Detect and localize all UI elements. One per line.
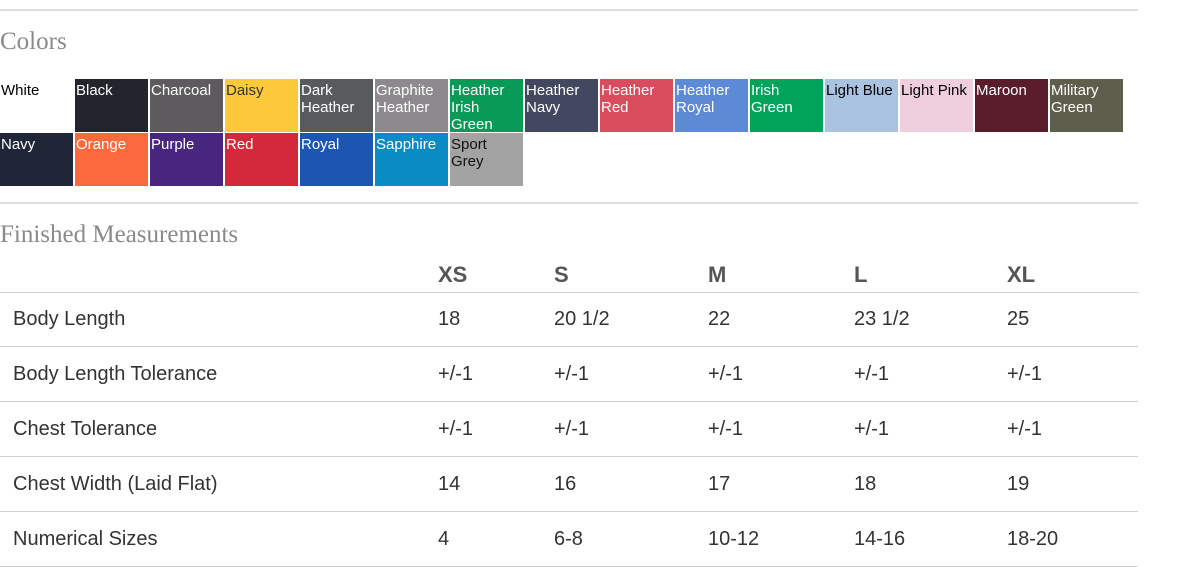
row-value-xs: 4: [438, 528, 450, 550]
color-swatch-sport-grey[interactable]: Sport Grey: [450, 133, 523, 186]
color-swatch-white[interactable]: White: [0, 79, 73, 132]
table-row: Body Length Tolerance +/-1 +/-1 +/-1 +/-1 +/-…: [0, 347, 1138, 402]
color-swatch-sapphire[interactable]: Sapphire: [375, 133, 448, 186]
color-swatch-heather-red[interactable]: Heather Red: [600, 79, 673, 132]
row-value-l: +/-1: [854, 418, 890, 440]
size-header-xs: XS: [438, 262, 468, 287]
color-swatch-heather-royal[interactable]: Heather Royal: [675, 79, 748, 132]
row-value-m: 17: [708, 473, 731, 495]
color-swatch-maroon[interactable]: Maroon: [975, 79, 1048, 132]
row-label: Numerical Sizes: [13, 528, 158, 550]
color-swatch-dark-heather[interactable]: Dark Heather: [300, 79, 373, 132]
color-swatch-daisy[interactable]: Daisy: [225, 79, 298, 132]
row-value-xs: +/-1: [438, 363, 474, 385]
row-value-xl: +/-1: [1007, 418, 1043, 440]
row-value-s: 16: [554, 473, 577, 495]
table-row: Chest Width (Laid Flat) 14 16 17 18 19: [0, 457, 1138, 512]
color-swatch-red[interactable]: Red: [225, 133, 298, 186]
size-header-m: M: [708, 262, 727, 287]
color-swatch-royal[interactable]: Royal: [300, 133, 373, 186]
color-swatch-irish-green[interactable]: Irish Green: [750, 79, 823, 132]
row-label: Chest Tolerance: [13, 418, 158, 440]
color-swatch-heather-irish-green[interactable]: Heather Irish Green: [450, 79, 523, 132]
row-value-l: +/-1: [854, 363, 890, 385]
size-header-xl: XL: [1007, 262, 1036, 287]
top-divider: [0, 9, 1138, 11]
color-swatch-orange[interactable]: Orange: [75, 133, 148, 186]
row-value-l: 18: [854, 473, 877, 495]
row-value-s: +/-1: [554, 418, 590, 440]
row-value-xl: 18-20: [1007, 528, 1059, 550]
color-swatch-purple[interactable]: Purple: [150, 133, 223, 186]
color-swatch-graphite-heather[interactable]: Graphite Heather: [375, 79, 448, 132]
row-value-l: 14-16: [854, 528, 906, 550]
row-value-l: 23 1/2: [854, 308, 910, 330]
size-table-header: XS S M L XL: [0, 258, 1138, 293]
row-value-xl: 19: [1007, 473, 1030, 495]
color-swatch-navy[interactable]: Navy: [0, 133, 73, 186]
size-header-s: S: [554, 262, 569, 287]
table-row: Numerical Sizes 4 6-8 10-12 14-16 18-20: [0, 512, 1138, 567]
row-value-xs: 14: [438, 473, 461, 495]
row-value-s: 6-8: [554, 528, 583, 550]
color-swatch-charcoal[interactable]: Charcoal: [150, 79, 223, 132]
size-header-l: L: [854, 262, 868, 287]
section-divider: [0, 202, 1138, 204]
color-swatch-light-pink[interactable]: Light Pink: [900, 79, 973, 132]
row-label: Chest Width (Laid Flat): [13, 473, 218, 495]
row-label: Body Length: [13, 308, 126, 330]
measurements-heading: Finished Measurements: [0, 221, 239, 248]
row-value-s: 20 1/2: [554, 308, 610, 330]
row-value-xl: +/-1: [1007, 363, 1043, 385]
row-value-s: +/-1: [554, 363, 590, 385]
color-swatch-black[interactable]: Black: [75, 79, 148, 132]
color-swatch-military-green[interactable]: Military Green: [1050, 79, 1123, 132]
row-value-m: 10-12: [708, 528, 760, 550]
table-row: Chest Tolerance +/-1 +/-1 +/-1 +/-1 +/-1: [0, 402, 1138, 457]
table-row: Body Length 18 20 1/2 22 23 1/2 25: [0, 292, 1138, 347]
row-label: Body Length Tolerance: [13, 363, 218, 385]
colors-heading: Colors: [0, 28, 67, 55]
row-value-m: 22: [708, 308, 731, 330]
row-value-xl: 25: [1007, 308, 1030, 330]
row-value-xs: 18: [438, 308, 461, 330]
color-swatch-heather-navy[interactable]: Heather Navy: [525, 79, 598, 132]
color-swatch-light-blue[interactable]: Light Blue: [825, 79, 898, 132]
row-value-m: +/-1: [708, 363, 744, 385]
product-details: Colors White Black Charcoal Daisy Dark Heath…: [0, 9, 1138, 567]
row-value-xs: +/-1: [438, 418, 474, 440]
row-value-m: +/-1: [708, 418, 744, 440]
